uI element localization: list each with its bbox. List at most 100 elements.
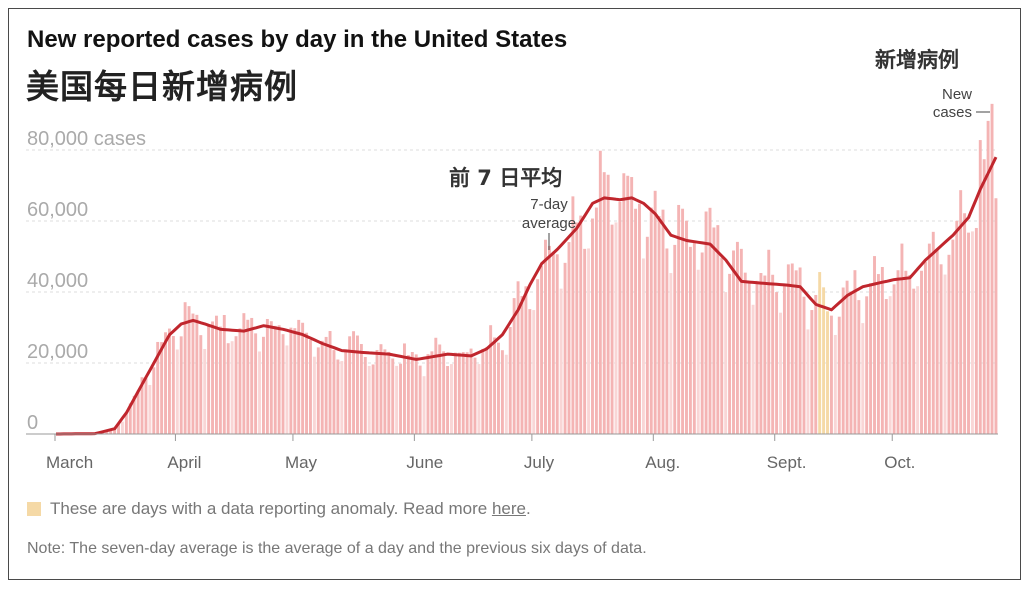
daily-bar — [371, 364, 375, 434]
daily-bar — [739, 248, 743, 434]
daily-bar — [943, 274, 947, 434]
daily-bar — [109, 429, 113, 434]
daily-bar — [403, 343, 406, 434]
daily-bar — [336, 359, 340, 434]
x-tick-label: March — [46, 453, 93, 472]
daily-bar — [982, 159, 986, 434]
daily-bar — [794, 270, 798, 434]
daily-bar — [547, 245, 551, 434]
daily-bar — [841, 287, 845, 434]
daily-bar — [179, 336, 183, 434]
daily-bar — [567, 242, 571, 434]
daily-bar — [508, 326, 512, 434]
daily-bar — [884, 299, 888, 434]
daily-bar — [473, 357, 477, 434]
daily-bar — [320, 340, 324, 434]
daily-bar — [140, 377, 144, 434]
daily-bar — [571, 196, 575, 434]
daily-bar — [113, 428, 117, 434]
y-tick-label: 80,000 cases — [27, 128, 146, 150]
daily-bar — [630, 177, 634, 434]
daily-bar — [128, 403, 132, 434]
daily-bar — [743, 272, 747, 434]
daily-bar — [626, 175, 630, 435]
legend-link[interactable]: here — [491, 499, 526, 518]
daily-bar — [775, 292, 779, 434]
daily-bar — [657, 216, 661, 434]
daily-bar — [935, 249, 939, 434]
x-tick-label: Sept. — [767, 453, 807, 472]
daily-bar — [536, 279, 540, 434]
daily-bar — [305, 332, 309, 434]
daily-bar — [920, 270, 923, 434]
avg-label-line1: 7-day — [530, 196, 568, 213]
daily-bar — [489, 325, 493, 434]
daily-bar — [532, 310, 536, 434]
daily-bar — [747, 280, 751, 434]
daily-bar — [708, 207, 712, 434]
daily-bar — [363, 357, 367, 434]
daily-bar — [947, 254, 951, 434]
daily-bar — [814, 294, 818, 434]
daily-bar — [610, 224, 614, 434]
daily-bar — [645, 236, 649, 434]
daily-bar — [959, 190, 963, 434]
daily-bar — [485, 346, 489, 434]
daily-bar — [685, 220, 688, 434]
daily-bar — [156, 341, 160, 434]
daily-bar — [716, 225, 720, 434]
avg-label-line2: average — [522, 215, 576, 232]
daily-bar — [312, 356, 316, 434]
x-tick-label: April — [167, 453, 201, 472]
daily-bar — [469, 348, 473, 434]
daily-bar — [649, 207, 653, 434]
daily-bar — [634, 208, 638, 434]
daily-bar — [406, 355, 410, 434]
daily-bar — [477, 364, 481, 434]
daily-bar — [618, 201, 622, 434]
daily-bar — [904, 270, 908, 434]
daily-bar — [191, 313, 195, 434]
y-tick-label: 40,000 — [27, 270, 88, 292]
daily-bar — [782, 285, 786, 434]
daily-bar — [453, 352, 457, 434]
daily-bar — [923, 261, 927, 434]
daily-bar — [434, 337, 438, 434]
daily-bar — [900, 243, 904, 434]
daily-bar — [673, 244, 677, 434]
daily-bar — [712, 227, 716, 434]
daily-bar — [120, 421, 124, 434]
daily-bar — [218, 326, 222, 434]
daily-bar — [544, 239, 547, 434]
daily-bar — [395, 365, 399, 434]
daily-bar — [211, 321, 214, 434]
daily-bar — [614, 222, 618, 434]
daily-bar — [951, 239, 955, 434]
chart-title-zh: 美国每日新增病例 — [26, 67, 298, 106]
daily-bar — [955, 220, 959, 434]
daily-bar — [677, 204, 681, 434]
daily-bar — [853, 270, 857, 434]
daily-bar — [579, 215, 583, 434]
daily-bar — [273, 325, 277, 434]
daily-bar — [414, 354, 418, 434]
daily-bar — [822, 287, 826, 434]
daily-bar — [391, 358, 395, 434]
daily-bar — [661, 209, 665, 434]
annotations: New cases 7-day average — [522, 86, 990, 250]
daily-bar — [591, 218, 594, 434]
daily-bar — [222, 315, 226, 434]
daily-bar — [367, 365, 371, 434]
daily-bar — [171, 336, 175, 434]
daily-bar — [963, 213, 967, 434]
daily-bar — [230, 341, 234, 434]
daily-bar — [183, 302, 187, 434]
daily-bar — [301, 322, 305, 434]
daily-bar — [767, 249, 771, 434]
daily-bar — [700, 252, 704, 434]
daily-bar — [297, 319, 301, 434]
y-tick-label: 60,000 — [27, 199, 88, 221]
legend-end: . — [525, 499, 531, 518]
daily-bar — [912, 288, 916, 434]
x-tick-label: June — [406, 453, 443, 472]
